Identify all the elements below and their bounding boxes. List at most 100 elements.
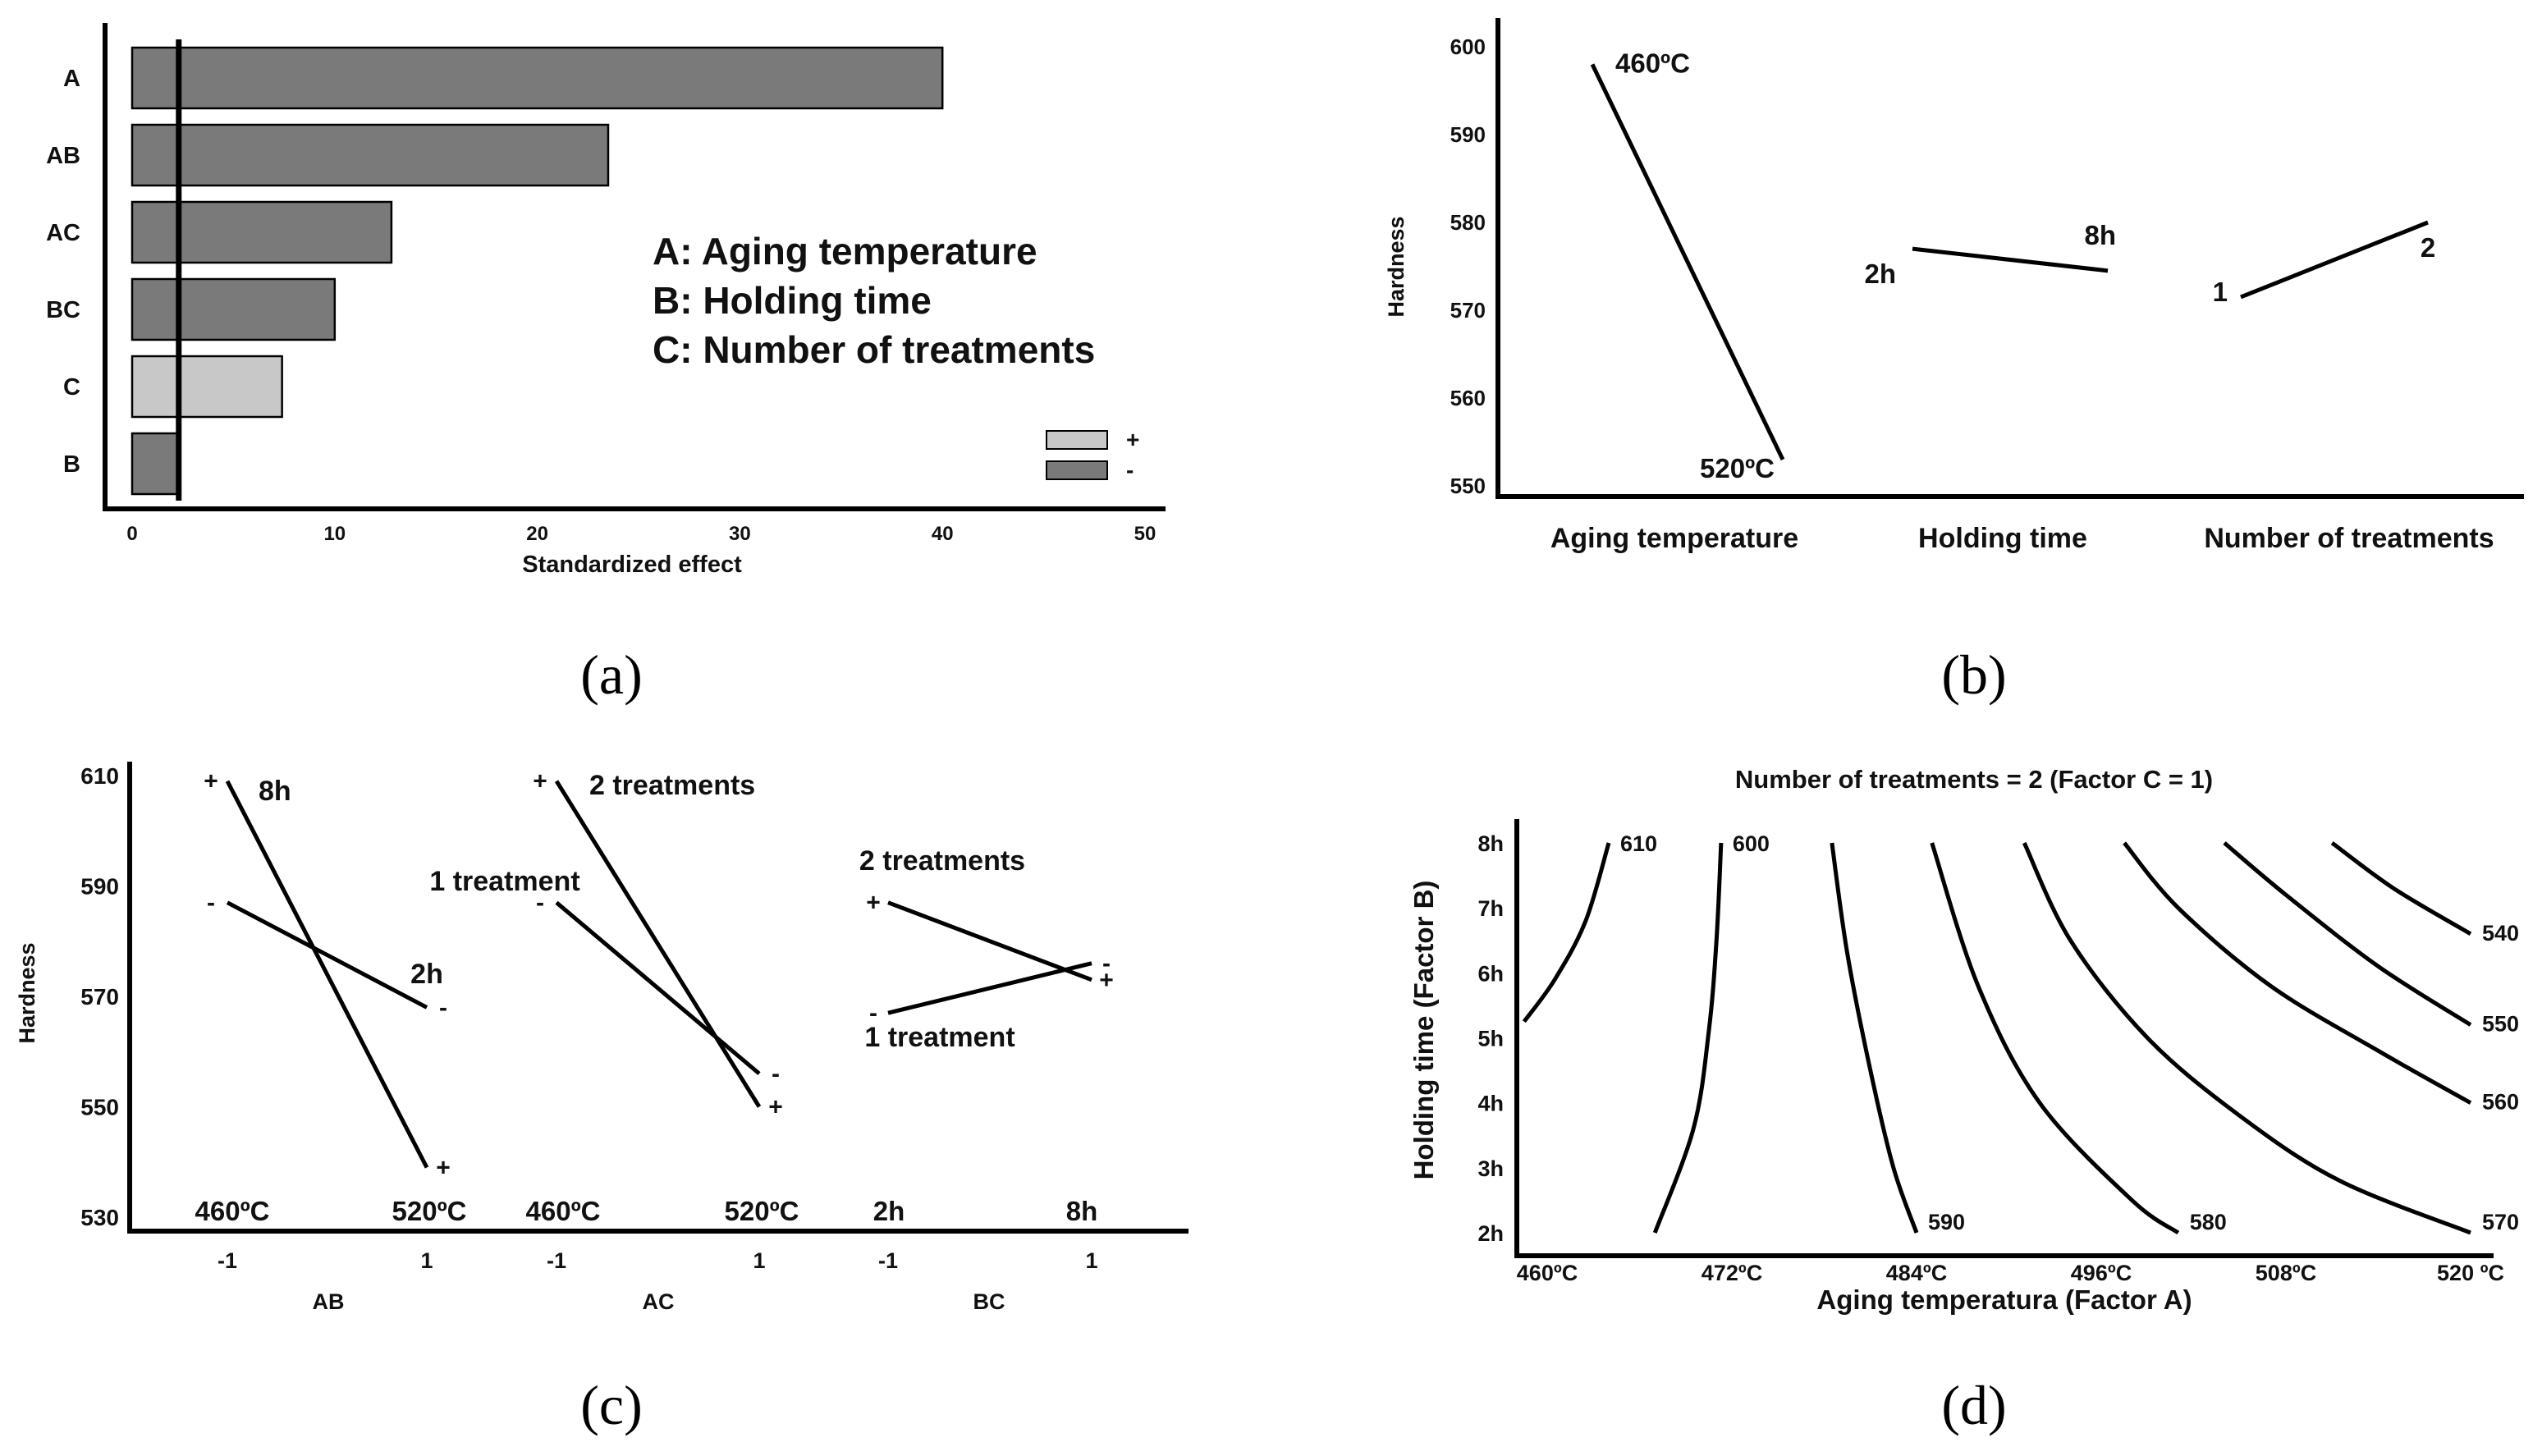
c-group-label: AC [643, 1289, 675, 1314]
d-contour-label: 560 [2482, 1090, 2519, 1115]
d-contour-580 [1930, 842, 2180, 1235]
a-legend-swatch [1046, 430, 1108, 450]
d-x-tick-label: 508ºC [2256, 1261, 2316, 1285]
d-contour-590 [1830, 842, 1919, 1234]
c-level-marker: + [768, 1094, 783, 1121]
b-point-label: 2h [1864, 259, 1896, 289]
b-y-tick-label: 600 [1450, 34, 1486, 59]
panel-a-bar-chart: A AB AC BC C B 0 10 20 30 40 50 Standardized effec… [46, 23, 1166, 578]
d-y-label: Holding time (Factor B) [1408, 881, 1439, 1180]
d-y-tick-label: 6h [1477, 961, 1504, 986]
c-level-marker: - [536, 890, 544, 917]
a-x-tick-label: 40 [932, 523, 954, 545]
c-y-tick-label: 550 [80, 1095, 119, 1120]
d-contour-550 [2223, 841, 2472, 1027]
a-factor-annotation: A: Aging temperature [653, 230, 1037, 272]
d-contour-label: 580 [2190, 1210, 2227, 1234]
c-series-label: 2 treatments [589, 770, 755, 801]
d-x-tick-label: 484ºC [1886, 1261, 1947, 1285]
c-level-name: 8h [1066, 1196, 1098, 1226]
d-y-tick-label: 4h [1477, 1092, 1504, 1116]
c-series-label: 2 treatments [859, 845, 1025, 877]
d-x-tick-label: 460ºC [1517, 1261, 1578, 1285]
d-contour-label: 540 [2482, 921, 2519, 945]
c-y-tick-label: 530 [80, 1205, 119, 1230]
a-category-label: AB [46, 143, 80, 169]
c-level-marker: + [1099, 967, 1114, 994]
c-interaction-line [887, 900, 1092, 982]
a-bar-b [131, 432, 181, 496]
d-y-tick-label: 7h [1477, 896, 1504, 921]
b-effect-line [1912, 246, 2109, 273]
a-x-tick-label: 20 [526, 523, 548, 545]
c-series-label: 2h [410, 959, 443, 990]
c-level-marker: + [533, 768, 547, 795]
d-contour-label: 610 [1620, 831, 1657, 856]
b-effect-line [1590, 63, 1785, 460]
d-contour-label: 550 [2482, 1012, 2519, 1037]
c-y-tick-label: 570 [80, 984, 119, 1010]
c-series-label: 1 treatment [864, 1022, 1015, 1053]
b-point-label: 1 [2213, 277, 2228, 307]
a-bar-ac [131, 200, 393, 264]
b-effect-line [2240, 220, 2429, 300]
b-factor-label: Aging temperature [1550, 523, 1798, 554]
c-interaction-line [554, 780, 762, 1108]
a-bar-c [131, 355, 283, 419]
a-bar-bc [131, 277, 337, 341]
c-x-tick-label: 1 [753, 1248, 765, 1273]
d-contour-560 [2123, 841, 2472, 1105]
c-level-name: 2h [873, 1196, 905, 1226]
d-y-tick-label: 8h [1477, 831, 1504, 856]
a-x-label: Standardized effect [522, 552, 742, 578]
a-category-label: A [63, 66, 80, 92]
c-level-name: 520ºC [725, 1196, 799, 1226]
c-x-tick-label: -1 [218, 1248, 237, 1273]
c-x-tick-label: 1 [420, 1248, 433, 1273]
d-y-tick-label: 5h [1477, 1027, 1504, 1051]
a-x-tick-label: 30 [729, 523, 751, 545]
panel-c-interactions: Hardness 530 550 570 590 610 + +8h - - 2h 460ºC 52… [15, 762, 1189, 1314]
c-y-tick-label: 590 [80, 874, 119, 900]
a-x-tick-label: 50 [1134, 523, 1156, 545]
a-category-label: C [63, 374, 80, 401]
c-level-marker: - [869, 1000, 877, 1027]
c-interaction-line [226, 900, 428, 1010]
b-point-label: 460ºC [1615, 48, 1690, 78]
caption-d: (d) [1941, 1374, 2006, 1436]
c-level-marker: - [207, 890, 215, 917]
c-level-name: 460ºC [195, 1196, 270, 1226]
c-interaction-line [225, 780, 429, 1169]
d-contour-570 [2022, 841, 2471, 1235]
d-x-tick-label: 520 ºC [2437, 1261, 2504, 1285]
c-interaction-line [555, 900, 761, 1076]
b-factor-label: Holding time [1918, 523, 2087, 554]
b-point-label: 2 [2421, 232, 2435, 263]
c-y-label: Hardness [15, 942, 39, 1043]
a-category-label: B [63, 451, 80, 478]
d-contour-label: 570 [2482, 1210, 2519, 1234]
d-contour-label: 590 [1928, 1210, 1965, 1234]
b-y-tick-label: 550 [1450, 474, 1486, 498]
c-y-tick-label: 610 [80, 763, 119, 789]
d-x-tick-label: 496ºC [2071, 1261, 2132, 1285]
a-x-tick-label: 10 [323, 523, 346, 545]
c-level-marker: + [204, 768, 218, 795]
c-level-marker: + [436, 1154, 451, 1181]
d-contour-600 [1652, 842, 1724, 1234]
d-y-tick-label: 2h [1477, 1221, 1504, 1246]
b-factor-label: Number of treatments [2204, 523, 2494, 554]
c-series-label: 1 treatment [429, 866, 579, 897]
a-legend-swatch [1046, 460, 1108, 480]
caption-c: (c) [580, 1374, 642, 1436]
a-factor-annotation: C: Number of treatments [653, 328, 1095, 371]
panel-b-main-effects: Hardness 550 560 570 580 590 600 460ºC 520ºC Ag… [1384, 18, 2524, 554]
c-x-tick-label: -1 [878, 1248, 898, 1273]
a-legend-label: - [1126, 457, 1134, 483]
b-point-label: 520ºC [1700, 453, 1775, 483]
c-series-label: 8h [259, 776, 291, 807]
a-category-label: AC [46, 220, 80, 246]
c-level-name: 520ºC [392, 1196, 467, 1226]
d-contour-610 [1522, 842, 1611, 1023]
d-y-tick-label: 3h [1477, 1156, 1504, 1181]
